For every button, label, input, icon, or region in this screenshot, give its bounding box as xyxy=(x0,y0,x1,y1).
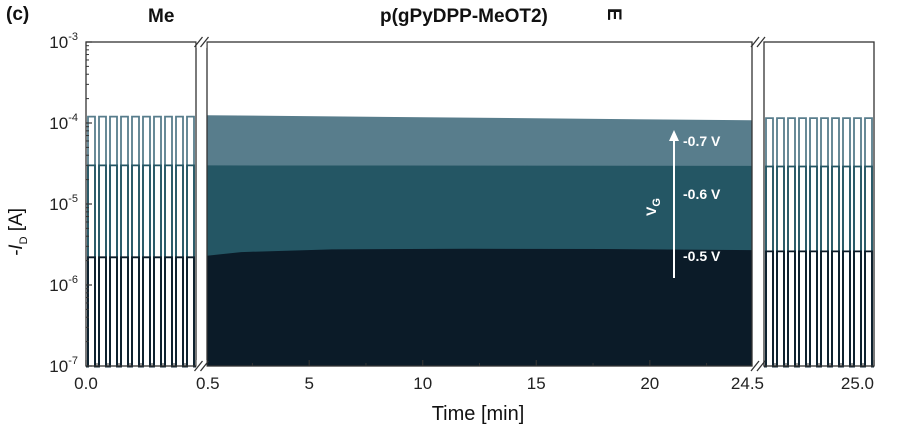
y-axis-label-main: -I xyxy=(6,244,27,256)
y-axis-label: -ID [A] xyxy=(6,208,30,256)
y-tick-label: 10-7 xyxy=(49,355,78,376)
pulse-trace-start-07V xyxy=(86,115,196,368)
vg-label: VG xyxy=(643,198,663,216)
axis-break-mark xyxy=(756,360,766,372)
axis-breaks xyxy=(193,36,766,372)
panel-label: (c) xyxy=(6,4,29,25)
axis-break-mark xyxy=(193,36,204,48)
x-tick-label: 15 xyxy=(527,374,546,393)
x-tick-label: 20 xyxy=(640,374,659,393)
pulse-trace-end-05V xyxy=(764,250,874,368)
x-tick-label: 0.0 xyxy=(74,374,98,393)
y-tick-base: 10 xyxy=(49,357,68,376)
axis-break-mark xyxy=(750,360,760,372)
series-label: -0.5 V xyxy=(683,248,721,264)
x-tick-label: 25.0 xyxy=(841,374,874,393)
axis-break-mask xyxy=(196,360,207,372)
chart-title: p(gPyDPP-MeOT2) xyxy=(380,6,548,27)
axis-break-mark xyxy=(193,360,204,372)
pulse-trace-end-06V xyxy=(764,165,874,368)
axis-break-mask xyxy=(196,36,207,48)
y-tick-exp: -4 xyxy=(68,112,78,124)
axis-break-mark xyxy=(199,360,210,372)
y-tick-exp: -6 xyxy=(68,274,78,286)
y-tick-exp: -3 xyxy=(68,31,78,43)
pulse-trace-start-06V xyxy=(86,164,196,368)
axis-ticks: 10-310-410-510-610-70.0 0.5 5 10 15 20 24.5 25.… xyxy=(49,31,875,393)
y-tick-label: 10-5 xyxy=(49,193,78,214)
axis-break-mark xyxy=(756,36,766,48)
x-tick-label: 0.5 xyxy=(196,374,220,393)
header-right-fragment: E xyxy=(603,8,624,21)
vg-arrow-head xyxy=(669,130,679,141)
pulse-trace-start-05V xyxy=(86,256,196,368)
y-tick-label: 10-6 xyxy=(49,274,78,295)
x-tick-label: 10 xyxy=(413,374,432,393)
x-axis-label: Time [min] xyxy=(432,403,525,425)
series-label: -0.6 V xyxy=(683,186,721,202)
vg-annotation: VG -0.7 V -0.6 V -0.5 V xyxy=(643,130,721,278)
series-label: -0.7 V xyxy=(683,133,721,149)
y-tick-label: 10-4 xyxy=(49,112,78,133)
plot-area xyxy=(207,115,752,366)
axis-break-mask xyxy=(753,36,763,48)
y-tick-base: 10 xyxy=(49,33,68,52)
axis-break-mask xyxy=(753,360,763,372)
pulse-trace-end-07V xyxy=(764,117,874,368)
y-tick-exp: -7 xyxy=(68,355,78,367)
y-tick-base: 10 xyxy=(49,276,68,295)
axis-break-mark xyxy=(199,36,210,48)
y-axis-label-unit: [A] xyxy=(6,208,27,237)
band-05V xyxy=(207,248,752,366)
header-left-label: Me xyxy=(148,6,174,27)
panel-frame-3 xyxy=(763,41,875,367)
x-tick-label: 5 xyxy=(304,374,313,393)
x-tick-label: 24.5 xyxy=(731,374,764,393)
y-tick-base: 10 xyxy=(49,114,68,133)
axis-break-mark xyxy=(750,36,760,48)
panel-frame-1 xyxy=(85,41,197,367)
y-tick-label: 10-3 xyxy=(49,31,78,52)
y-tick-exp: -5 xyxy=(68,193,78,205)
y-axis-label-sub: D xyxy=(18,236,30,244)
y-tick-base: 10 xyxy=(49,195,68,214)
